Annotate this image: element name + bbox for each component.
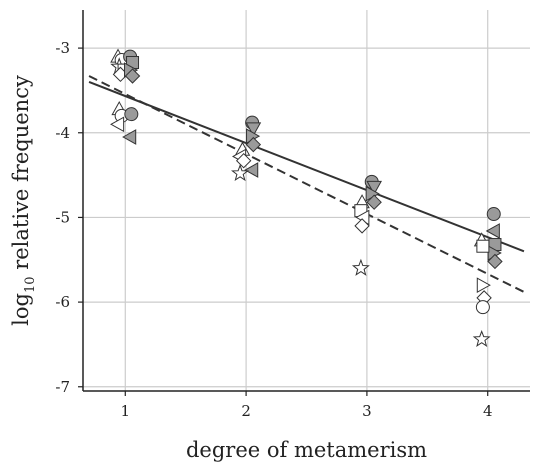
y-tick-label: -7 — [55, 378, 70, 396]
data-point-diamond — [366, 194, 382, 210]
data-point-circle — [124, 107, 139, 122]
data-point-triangle-down — [366, 180, 383, 195]
tick-labels: -7 -6 -5 -4 -3 1 2 3 4 — [55, 39, 492, 420]
y-axis-label: log10 relative frequency — [9, 75, 38, 326]
data-point-triangle-down — [245, 122, 262, 137]
y-tick-label: -3 — [55, 39, 70, 57]
data-points — [110, 48, 503, 347]
data-point-triangle-left — [244, 162, 259, 178]
y-tick-label: -6 — [55, 293, 70, 311]
data-point-diamond — [354, 218, 370, 234]
data-point-diamond — [124, 68, 141, 84]
x-axis-label: degree of metamerism — [186, 438, 427, 462]
x-tick-label: 4 — [483, 402, 493, 420]
data-point-circle — [475, 300, 490, 315]
data-point-triangle-left — [485, 223, 500, 239]
plot-frame — [82, 10, 530, 392]
data-point-star — [231, 163, 250, 182]
data-point-triangle-left — [122, 129, 137, 145]
x-tick-label: 2 — [241, 402, 251, 420]
data-point-diamond — [245, 136, 262, 153]
data-point-triangle-left — [110, 116, 125, 133]
data-point-triangle-right — [476, 277, 491, 294]
grid — [83, 10, 530, 391]
x-tick-label: 3 — [362, 402, 372, 420]
y-axis-label-subscript: 10 — [23, 276, 38, 293]
data-point-star — [351, 258, 370, 276]
data-point-diamond — [487, 253, 503, 270]
fit-line-dashed — [88, 75, 525, 293]
fit-lines — [88, 75, 525, 293]
y-tick-label: -5 — [55, 208, 70, 226]
y-tick-label: -4 — [55, 124, 70, 142]
data-point-circle — [486, 207, 501, 222]
fit-line-solid — [88, 81, 525, 253]
data-point-square — [476, 239, 490, 253]
y-axis-label-prefix: log — [9, 293, 33, 326]
x-tick-label: 1 — [121, 402, 131, 420]
y-axis-label-suffix: relative frequency — [9, 75, 33, 276]
data-point-star — [472, 330, 491, 347]
